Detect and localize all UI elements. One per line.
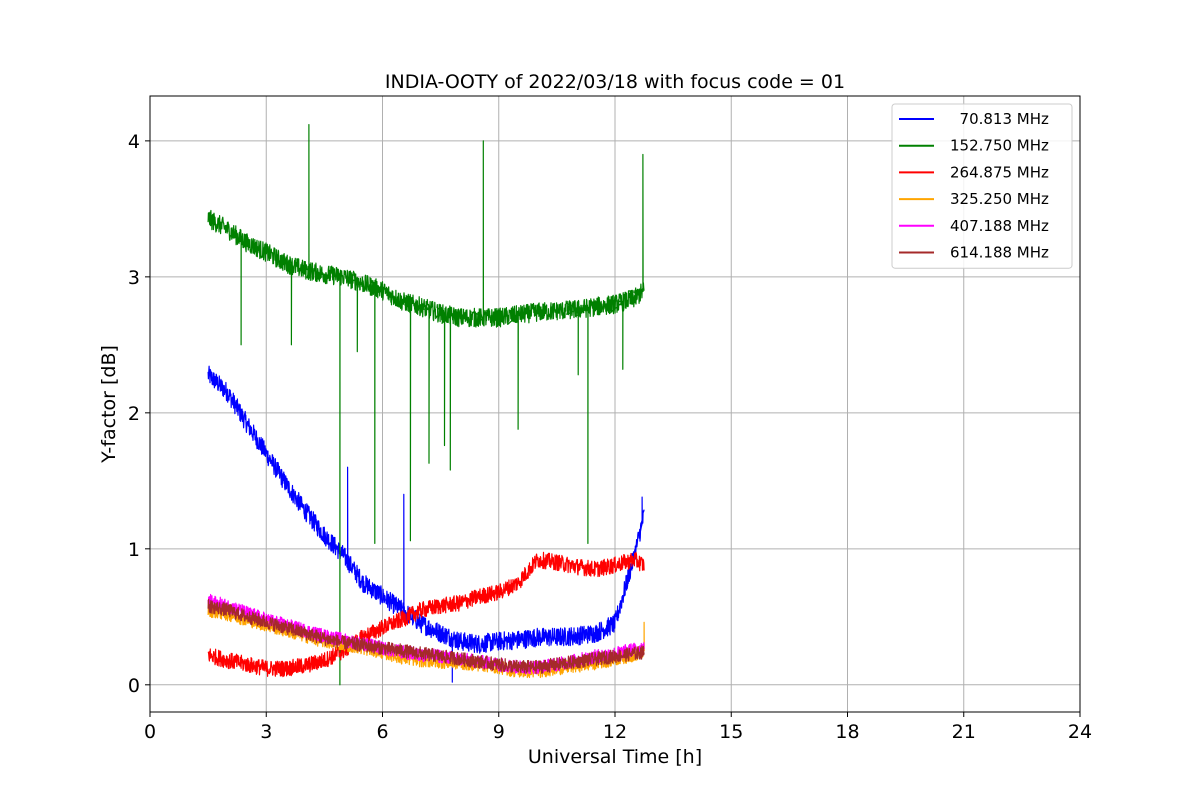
legend-entry: 325.250 MHz xyxy=(950,190,1049,208)
chart-title: INDIA-OOTY of 2022/03/18 with focus code… xyxy=(385,71,845,93)
x-axis-label: Universal Time [h] xyxy=(528,746,702,768)
x-tick-label: 18 xyxy=(835,721,859,743)
x-tick-label: 3 xyxy=(260,721,272,743)
legend-box xyxy=(891,103,1073,269)
series-line-1 xyxy=(207,124,645,686)
x-tick-label: 12 xyxy=(603,721,627,743)
x-tick-label: 15 xyxy=(719,721,743,743)
series-line-0 xyxy=(207,365,645,683)
legend-entry: 614.188 MHz xyxy=(950,244,1049,262)
legend-entry: 264.875 MHz xyxy=(950,163,1049,181)
legend-entry: 407.188 MHz xyxy=(950,217,1049,235)
y-tick-label: 2 xyxy=(128,403,140,425)
series-line-5 xyxy=(207,598,645,675)
x-tick-label: 24 xyxy=(1068,721,1092,743)
x-tick-label: 9 xyxy=(493,721,505,743)
y-tick-label: 1 xyxy=(128,539,140,561)
x-tick-label: 21 xyxy=(952,721,976,743)
legend-entry: 152.750 MHz xyxy=(950,137,1049,155)
y-tick-label: 4 xyxy=(128,131,140,153)
y-axis-label: Y-factor [dB] xyxy=(98,345,120,464)
y-tick-label: 3 xyxy=(128,267,140,289)
legend-entry: 70.813 MHz xyxy=(950,110,1049,128)
y-tick-label: 0 xyxy=(128,675,140,697)
series-layer xyxy=(207,124,645,686)
series-line-2 xyxy=(207,551,645,678)
legend: 70.813 MHz 152.750 MHz 264.875 MHz 325.250 … xyxy=(891,103,1073,269)
x-tick-label: 6 xyxy=(376,721,388,743)
x-tick-label: 0 xyxy=(144,721,156,743)
